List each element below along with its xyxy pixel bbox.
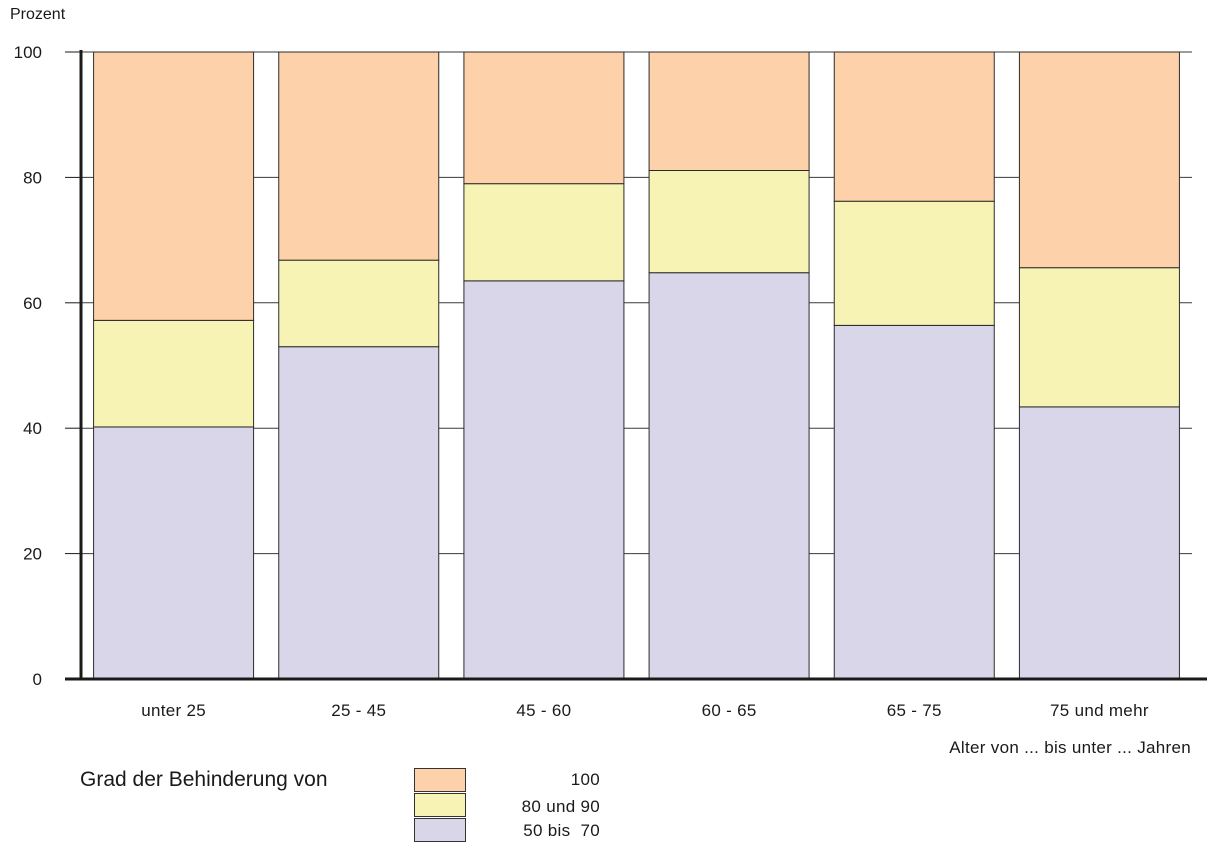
x-tick-label: 25 - 45	[331, 701, 386, 720]
legend-label-80-und-90: 80 und 90	[521, 797, 600, 816]
bar-segment	[1018, 267, 1180, 408]
bar-segment	[463, 280, 625, 680]
x-tick-label: 60 - 65	[702, 701, 757, 720]
gridlines	[81, 51, 1192, 555]
x-axis-label: Alter von ... bis unter ... Jahren	[949, 738, 1191, 757]
bar-segment	[93, 51, 255, 321]
bar-segment	[833, 200, 995, 326]
bar-segment	[278, 259, 440, 348]
x-tick-label: 75 und mehr	[1050, 701, 1149, 720]
y-tick-label: 100	[14, 43, 42, 62]
y-tick-label: 20	[23, 545, 42, 564]
legend-title: Grad der Behinderung von	[80, 768, 328, 791]
legend-swatch-50-bis-70	[414, 818, 466, 842]
bar-segment	[1018, 51, 1180, 269]
y-tick-label: 60	[23, 294, 42, 313]
bar-segment	[833, 324, 995, 680]
x-tick-label: 45 - 60	[516, 701, 571, 720]
legend-swatch-100	[414, 768, 466, 792]
legend-label-100: 100	[570, 770, 600, 789]
bar-segment	[278, 51, 440, 261]
y-tick-label: 0	[33, 670, 42, 689]
bar-segment	[833, 51, 995, 202]
y-tick-label: 40	[23, 419, 42, 438]
y-axis-label: Prozent	[10, 6, 66, 23]
bar-segment	[93, 319, 255, 428]
bar-segment	[648, 272, 810, 680]
bar-segment	[1018, 406, 1180, 680]
bar-segment	[93, 426, 255, 680]
bars	[93, 51, 1180, 680]
x-tick-label: unter 25	[141, 701, 206, 720]
bar-segment	[648, 170, 810, 274]
bar-segment	[463, 51, 625, 185]
bar-segment	[463, 183, 625, 282]
bar-segment	[278, 346, 440, 680]
bar-segment	[648, 51, 810, 172]
axes	[65, 50, 1207, 681]
x-tick-label: 65 - 75	[887, 701, 942, 720]
legend-label-50-bis-70: 50 bis 70	[523, 821, 600, 840]
legend-swatch-80-und-90	[414, 793, 466, 817]
tick-labels: 0 20 40 60 80 100 unter 25 25 - 45 45 - 60 60 - 6…	[14, 43, 1149, 720]
y-tick-label: 80	[23, 168, 42, 187]
